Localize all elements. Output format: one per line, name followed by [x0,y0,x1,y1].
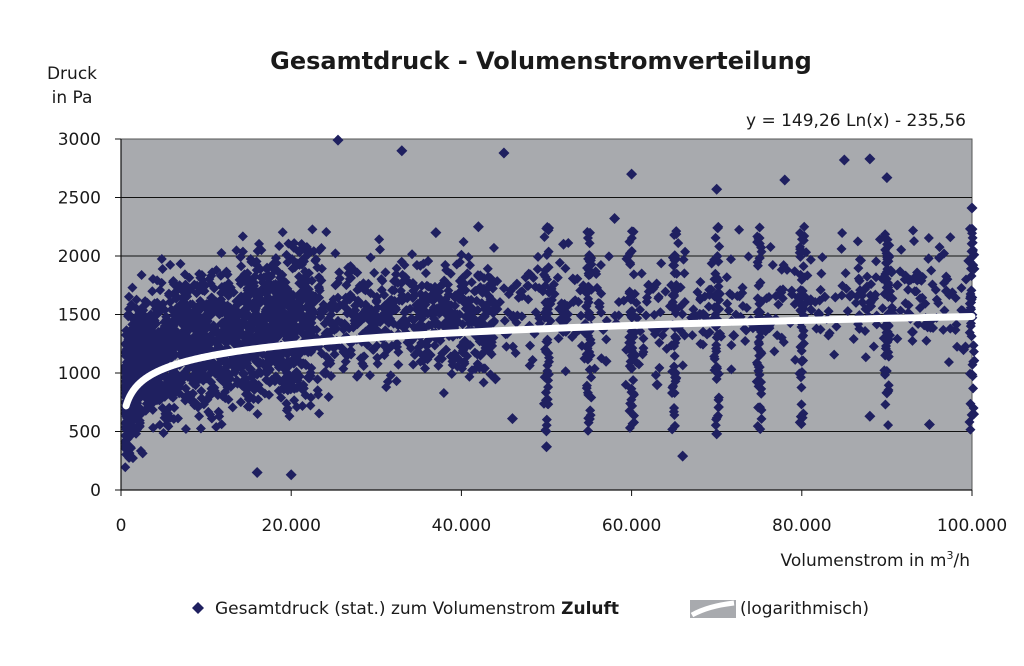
data-point-31 [651,379,663,391]
x-tick-label-5: 100.000 [937,516,1007,536]
x-tick-label-4: 80.000 [772,516,831,536]
trendline [122,313,976,410]
x-axis-label-prefix: Volumenstrom in m [781,551,947,571]
data-point-38 [455,285,467,297]
y-tick-labels: 0 500 1000 1500 2000 2500 3000 [58,130,101,501]
data-point-8 [881,172,893,184]
data-point-15 [677,450,689,462]
x-tick-label-1: 20.000 [261,516,320,536]
y-tick-label-5: 2500 [58,189,101,209]
data-point-6 [838,154,850,166]
y-tick-label-6: 3000 [58,130,101,150]
data-point-16 [285,469,297,481]
data-point-3 [626,168,638,180]
data-point-17 [251,466,263,478]
data-point-37 [489,373,501,385]
data-point-30 [600,355,612,367]
data-point-4 [711,183,723,195]
y-tick-label-1: 500 [69,423,101,443]
x-axis-label-sup: 3 [946,549,953,562]
trendline-path [122,313,976,410]
data-point-18 [541,441,552,453]
data-point-20 [583,268,595,280]
data-point-34 [609,213,621,225]
data-point-35 [472,221,484,233]
chart-title: Gesamtdruck - Volumenstromverteilung [270,47,812,75]
data-point-0 [332,134,344,146]
data-point-1 [396,145,408,157]
data-point-14 [864,410,876,422]
data-point-33 [558,238,570,250]
data-point-23 [728,330,740,342]
data-point-22 [694,309,706,320]
data-point-12 [923,418,935,430]
x-tick-label-3: 60.000 [602,516,661,536]
data-point-24 [753,361,765,373]
legend-trend-label: (logarithmisch) [740,599,869,619]
x-axis-label: Volumenstrom in m3/h [781,549,970,571]
y-axis-label-line1: Druck [47,64,97,84]
data-point-13 [881,387,893,399]
legend-series-label-plain: Gesamtdruck (stat.) zum Volumenstrom [215,599,561,619]
legend-trend-line [690,600,735,618]
data-point-28 [940,285,952,297]
data-point-25 [796,355,808,367]
data-point-39 [430,227,442,239]
y-tick-label-4: 2000 [58,247,101,267]
trend-equation: y = 149,26 Ln(x) - 235,56 [746,111,966,131]
data-point-9 [966,202,978,214]
legend-series-label-bold: Zuluft [561,599,619,619]
x-tick-labels: 0 20.000 40.000 60.000 80.000 100.000 [116,516,1008,536]
data-point-21 [643,279,655,291]
x-axis-label-suffix: /h [953,551,970,571]
data-point-32 [711,428,723,440]
axes [115,138,973,496]
x-tick-label-0: 0 [116,516,127,536]
legend-series-label: Gesamtdruck (stat.) zum Volumenstrom Zul… [215,599,619,619]
data-point-11 [966,245,978,257]
y-axis-label-line2: in Pa [52,88,93,108]
point-cloud [120,221,980,473]
y-tick-label-3: 1500 [58,306,101,326]
y-tick-label-2: 1000 [58,364,101,384]
data-points [120,134,980,481]
x-tick-label-2: 40.000 [432,516,491,536]
data-point-10 [966,223,978,235]
legend-marker-diamond [192,602,204,614]
data-point-27 [906,326,918,338]
data-point-7 [864,153,876,165]
legend: Gesamtdruck (stat.) zum Volumenstrom Zul… [192,599,869,619]
data-point-5 [779,174,791,186]
data-point-29 [957,344,969,356]
data-point-19 [506,413,518,425]
data-point-2 [498,147,510,159]
y-tick-label-0: 0 [90,481,101,501]
